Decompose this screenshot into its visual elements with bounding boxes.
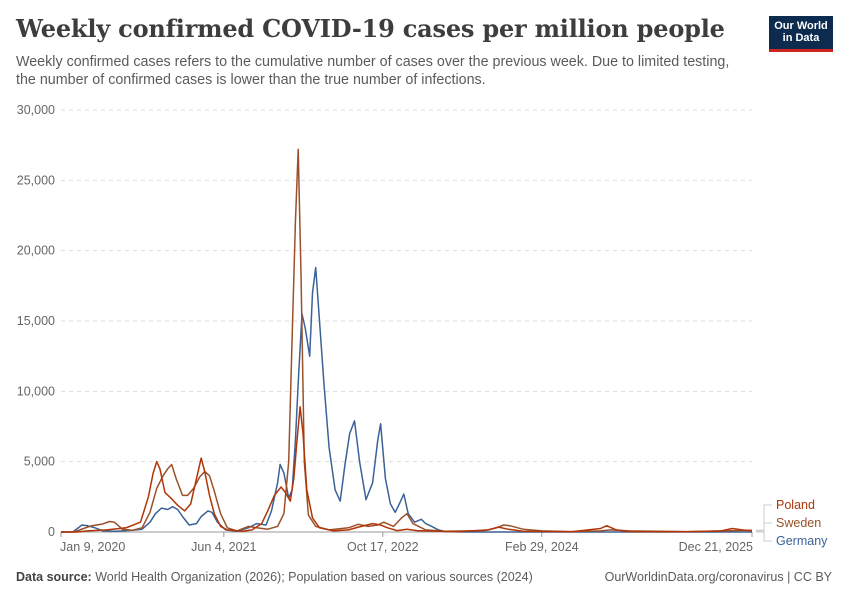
legend-label-germany: Germany (776, 534, 828, 548)
x-tick-label: Jun 4, 2021 (191, 540, 256, 554)
y-tick-label: 25,000 (17, 173, 55, 187)
legend-connector (756, 531, 772, 542)
legend-label-sweden: Sweden (776, 516, 821, 530)
legend-label-poland: Poland (776, 498, 815, 512)
y-tick-label: 0 (48, 525, 55, 539)
owid-logo[interactable]: Our World in Data (769, 16, 833, 52)
x-tick-label: Dec 21, 2025 (679, 540, 753, 554)
x-tick-label: Jan 9, 2020 (60, 540, 125, 554)
logo-line-1: Our World (774, 20, 828, 32)
data-source-label: Data source: (16, 570, 92, 584)
series-line-germany (61, 266, 752, 533)
data-source-note: Data source: World Health Organization (… (16, 570, 533, 584)
series-line-poland (61, 406, 753, 533)
chart-subtitle: Weekly confirmed cases refers to the cum… (16, 54, 730, 88)
data-source-text: World Health Organization (2026); Popula… (95, 570, 533, 584)
logo-line-2: in Data (782, 32, 820, 44)
y-tick-label: 5,000 (24, 455, 55, 469)
chart-title: Weekly confirmed COVID-19 cases per mill… (16, 14, 725, 43)
legend-connector (756, 504, 772, 532)
y-tick-label: 10,000 (17, 384, 55, 398)
legend-connector (756, 522, 772, 531)
x-tick-label: Oct 17, 2022 (347, 540, 419, 554)
y-tick-label: 15,000 (17, 314, 55, 328)
series-line-sweden (61, 148, 753, 533)
y-tick-label: 30,000 (17, 103, 55, 117)
source-url[interactable]: OurWorldinData.org/coronavirus | CC BY (604, 570, 832, 584)
x-tick-label: Feb 29, 2024 (505, 540, 579, 554)
y-tick-label: 20,000 (17, 244, 55, 258)
